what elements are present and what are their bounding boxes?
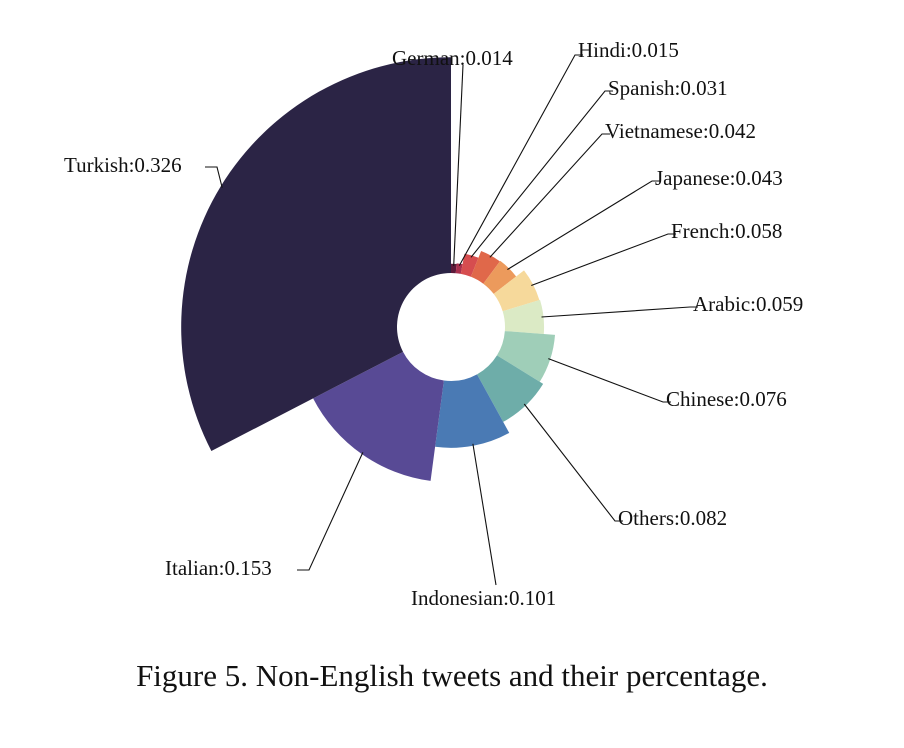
label-spanish: Spanish:0.031 xyxy=(608,76,728,100)
leader-vietnamese xyxy=(489,133,610,258)
slice-others xyxy=(477,355,544,422)
slice-hindi xyxy=(455,263,463,274)
slice-turkish xyxy=(181,57,452,452)
leader-turkish xyxy=(205,166,223,188)
slice-vietnamese xyxy=(470,250,500,284)
slice-chinese xyxy=(496,331,556,382)
label-chinese: Chinese:0.076 xyxy=(666,387,787,411)
slice-french xyxy=(493,270,540,312)
leader-german xyxy=(453,64,464,266)
label-japanese: Japanese:0.043 xyxy=(655,166,783,190)
leader-indonesian xyxy=(472,443,497,586)
slice-spanish xyxy=(460,253,479,277)
leader-italian xyxy=(297,452,364,571)
rose-donut-chart: German:0.014 Hindi:0.015 Spanish:0.031 Viet… xyxy=(64,38,803,610)
label-others: Others:0.082 xyxy=(618,506,727,530)
leader-japanese xyxy=(507,180,660,271)
labels-group: German:0.014 Hindi:0.015 Spanish:0.031 Viet… xyxy=(64,38,803,610)
label-german: German:0.014 xyxy=(392,46,513,70)
slice-german xyxy=(451,263,457,274)
label-french: French:0.058 xyxy=(671,219,782,243)
leader-hindi xyxy=(458,54,583,266)
leader-spanish xyxy=(470,90,613,258)
figure-caption: Figure 5. Non-English tweets and their p… xyxy=(136,658,768,693)
leader-lines-group xyxy=(205,54,698,586)
leader-french xyxy=(531,233,676,286)
label-hindi: Hindi:0.015 xyxy=(578,38,679,62)
slices-group xyxy=(181,57,556,481)
leader-chinese xyxy=(548,358,671,403)
label-vietnamese: Vietnamese:0.042 xyxy=(605,119,756,143)
leader-arabic xyxy=(541,306,698,318)
label-indonesian: Indonesian:0.101 xyxy=(411,586,556,610)
label-turkish: Turkish:0.326 xyxy=(64,153,182,177)
leader-others xyxy=(523,403,623,522)
slice-indonesian xyxy=(435,374,510,448)
slice-arabic xyxy=(502,299,545,335)
slice-italian xyxy=(313,351,444,481)
label-arabic: Arabic:0.059 xyxy=(693,292,803,316)
label-italian: Italian:0.153 xyxy=(165,556,272,580)
